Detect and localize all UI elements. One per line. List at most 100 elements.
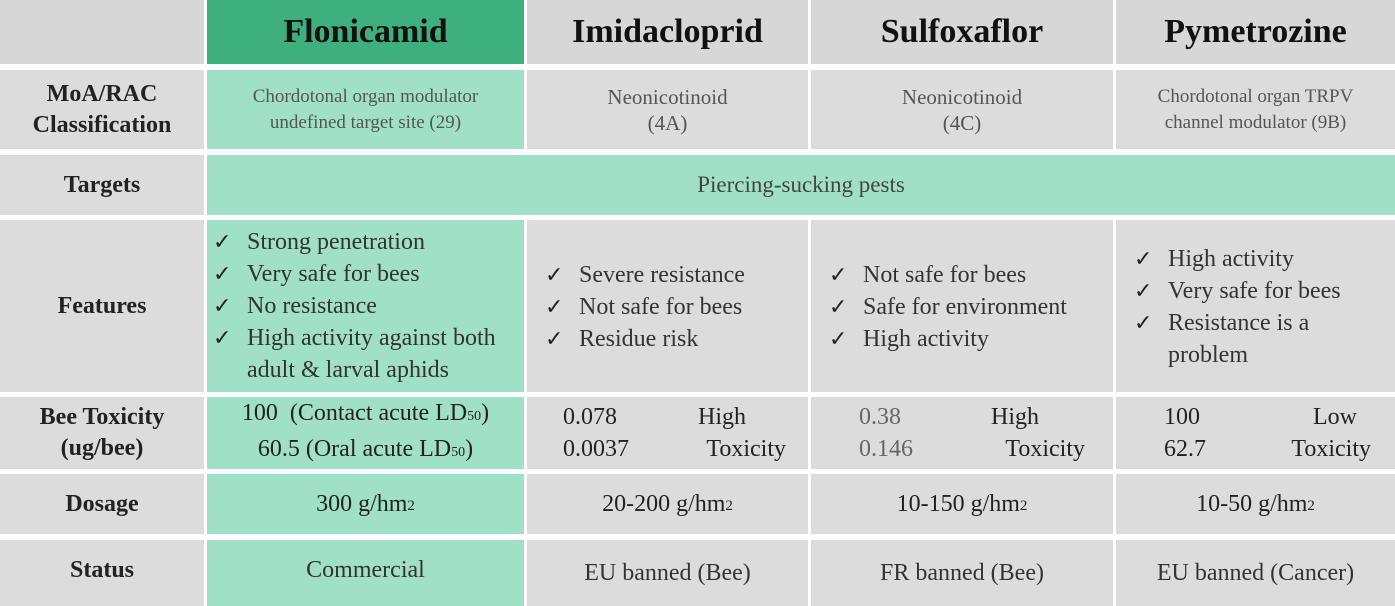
- row-label-dosage-text: Dosage: [65, 490, 139, 517]
- dosage-pymetrozine-value: 10-50 g/hm2: [1196, 490, 1315, 517]
- column-title-sulfoxaflor: Sulfoxaflor: [880, 13, 1044, 50]
- targets-text: Piercing-sucking pests: [697, 172, 905, 197]
- check-icon: ✓: [1134, 246, 1153, 271]
- moa-flonicamid-line1: Chordotonal organ modulator: [252, 85, 479, 107]
- dosage-imidacloprid-value: 20-200 g/hm2: [602, 490, 733, 517]
- dosage-sulfoxaflor: 10-150 g/hm2: [811, 474, 1113, 534]
- list-item: ✓ Resistance is a problem: [1132, 307, 1372, 371]
- dosage-pymetrozine: 10-50 g/hm2: [1116, 474, 1395, 534]
- list-item: ✓ No resistance: [211, 290, 524, 322]
- row-label-bee-toxicity-line1: Bee Toxicity: [39, 404, 165, 430]
- features-flonicamid: ✓ Strong penetration ✓ Very safe for bees …: [207, 220, 524, 392]
- list-item: ✓ Not safe for bees: [543, 291, 808, 323]
- features-flonicamid-list: ✓ Strong penetration ✓ Very safe for bees …: [211, 226, 524, 386]
- bee-toxicity-flonicamid-oral: 60.5 (Oral acute LD50): [257, 436, 474, 462]
- row-label-status-text: Status: [69, 556, 135, 583]
- status-imidacloprid-text: EU banned (Bee): [584, 559, 751, 586]
- row-label-status: Status: [0, 540, 204, 606]
- check-icon: ✓: [545, 294, 564, 319]
- bee-toxicity-imidacloprid: 0.078 High 0.0037 Toxicity: [527, 397, 808, 469]
- row-label-targets-text: Targets: [63, 171, 141, 198]
- check-icon: ✓: [213, 261, 232, 286]
- row-label-moa: MoA/RAC Classification: [0, 70, 204, 149]
- moa-pymetrozine: Chordotonal organ TRPV channel modulator…: [1116, 70, 1395, 149]
- bee-toxicity-imidacloprid-row2: 0.0037 Toxicity: [563, 436, 786, 462]
- bee-toxicity-sulfoxaflor-row2: 0.146 Toxicity: [859, 436, 1085, 462]
- list-item: ✓ High activity: [1132, 243, 1372, 275]
- row-label-features: Features: [0, 220, 204, 392]
- moa-flonicamid: Chordotonal organ modulator undefined ta…: [207, 70, 524, 149]
- row-label-features-text: Features: [57, 292, 147, 319]
- dosage-imidacloprid: 20-200 g/hm2: [527, 474, 808, 534]
- dosage-flonicamid-value: 300 g/hm2: [316, 490, 415, 517]
- check-icon: ✓: [829, 326, 848, 351]
- check-icon: ✓: [545, 326, 564, 351]
- header-pymetrozine: Pymetrozine: [1116, 0, 1395, 64]
- features-pymetrozine-list: ✓ High activity ✓ Very safe for bees ✓ Resi…: [1132, 243, 1372, 371]
- header-flonicamid: Flonicamid: [207, 0, 524, 64]
- list-item: ✓ Not safe for bees: [827, 259, 1113, 291]
- check-icon: ✓: [213, 229, 232, 254]
- check-icon: ✓: [1134, 278, 1153, 303]
- check-icon: ✓: [829, 294, 848, 319]
- status-pymetrozine: EU banned (Cancer): [1116, 540, 1395, 606]
- status-flonicamid-text: Commercial: [306, 556, 425, 583]
- bee-toxicity-flonicamid: 100 (Contact acute LD50) 60.5 (Oral acut…: [207, 397, 524, 469]
- list-item: ✓ Severe resistance: [543, 259, 808, 291]
- row-label-bee-toxicity: Bee Toxicity (ug/bee): [0, 397, 204, 469]
- bee-toxicity-sulfoxaflor: 0.38 High 0.146 Toxicity: [811, 397, 1113, 469]
- header-sulfoxaflor: Sulfoxaflor: [811, 0, 1113, 64]
- check-icon: ✓: [545, 262, 564, 287]
- row-label-dosage: Dosage: [0, 474, 204, 534]
- list-item: ✓ Strong penetration: [211, 226, 524, 258]
- status-imidacloprid: EU banned (Bee): [527, 540, 808, 606]
- column-title-pymetrozine: Pymetrozine: [1164, 13, 1347, 50]
- bee-toxicity-flonicamid-contact: 100 (Contact acute LD50): [241, 400, 490, 426]
- list-item: ✓ Very safe for bees: [211, 258, 524, 290]
- column-title-flonicamid: Flonicamid: [283, 13, 448, 50]
- dosage-flonicamid: 300 g/hm2: [207, 474, 524, 534]
- moa-imidacloprid-line1: Neonicotinoid: [607, 84, 728, 109]
- moa-imidacloprid-line2: (4A): [647, 110, 688, 135]
- features-sulfoxaflor: ✓ Not safe for bees ✓ Safe for environment…: [811, 220, 1113, 392]
- bee-toxicity-pymetrozine: 100 Low 62.7 Toxicity: [1116, 397, 1395, 469]
- bee-toxicity-imidacloprid-row1: 0.078 High: [563, 404, 746, 430]
- list-item: ✓ Safe for environment: [827, 291, 1113, 323]
- moa-sulfoxaflor-line1: Neonicotinoid: [901, 84, 1023, 109]
- moa-sulfoxaflor-line2: (4C): [942, 110, 982, 135]
- row-label-moa-line1: MoA/RAC: [46, 80, 158, 107]
- features-imidacloprid: ✓ Severe resistance ✓ Not safe for bees ✓ R…: [527, 220, 808, 392]
- row-label-moa-line2: Classification: [32, 111, 172, 138]
- header-imidacloprid: Imidacloprid: [527, 0, 808, 64]
- bee-toxicity-sulfoxaflor-row1: 0.38 High: [859, 404, 1039, 430]
- targets-cell: Piercing-sucking pests: [207, 155, 1395, 215]
- moa-sulfoxaflor: Neonicotinoid (4C): [811, 70, 1113, 149]
- row-label-bee-toxicity-line2: (ug/bee): [60, 435, 144, 461]
- check-icon: ✓: [1134, 310, 1153, 335]
- list-item: ✓ Very safe for bees: [1132, 275, 1372, 307]
- status-sulfoxaflor: FR banned (Bee): [811, 540, 1113, 606]
- status-pymetrozine-text: EU banned (Cancer): [1156, 559, 1355, 586]
- features-imidacloprid-list: ✓ Severe resistance ✓ Not safe for bees ✓ R…: [543, 259, 808, 355]
- moa-pymetrozine-line1: Chordotonal organ TRPV: [1157, 85, 1354, 107]
- header-corner-cell: [0, 0, 204, 64]
- check-icon: ✓: [213, 293, 232, 318]
- features-sulfoxaflor-list: ✓ Not safe for bees ✓ Safe for environment…: [827, 259, 1113, 355]
- moa-imidacloprid: Neonicotinoid (4A): [527, 70, 808, 149]
- features-pymetrozine: ✓ High activity ✓ Very safe for bees ✓ Resi…: [1116, 220, 1395, 392]
- list-item: ✓ Residue risk: [543, 323, 808, 355]
- check-icon: ✓: [213, 325, 232, 350]
- check-icon: ✓: [829, 262, 848, 287]
- status-flonicamid: Commercial: [207, 540, 524, 606]
- bee-toxicity-pymetrozine-row2: 62.7 Toxicity: [1164, 436, 1371, 462]
- list-item: ✓ High activity against both adult & larv…: [211, 322, 524, 386]
- list-item: ✓ High activity: [827, 323, 1113, 355]
- dosage-sulfoxaflor-value: 10-150 g/hm2: [896, 490, 1028, 517]
- bee-toxicity-pymetrozine-row1: 100 Low: [1164, 404, 1357, 430]
- column-title-imidacloprid: Imidacloprid: [572, 13, 763, 50]
- status-sulfoxaflor-text: FR banned (Bee): [880, 559, 1044, 586]
- moa-pymetrozine-line2: channel modulator (9B): [1164, 111, 1347, 133]
- moa-flonicamid-line2: undefined target site (29): [269, 111, 462, 133]
- row-label-targets: Targets: [0, 155, 204, 215]
